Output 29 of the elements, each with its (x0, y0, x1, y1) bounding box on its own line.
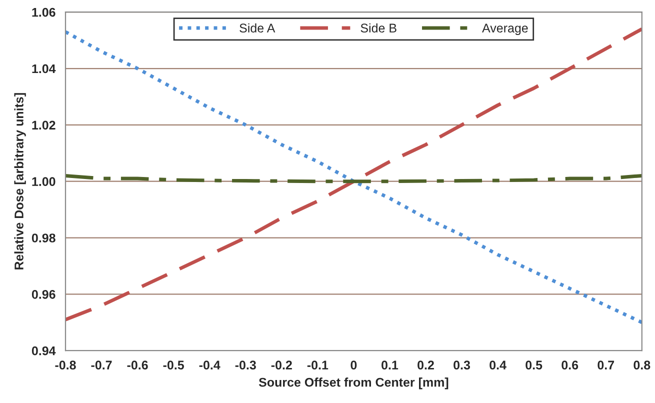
y-axis-title: Relative Dose [arbitrary units] (14, 93, 26, 270)
y-tick-label: 1.00 (32, 177, 56, 186)
x-axis-title: Source Offset from Center [mm] (258, 378, 448, 390)
y-tick-label: 1.06 (32, 8, 56, 17)
y-tick-label: 1.04 (32, 64, 56, 74)
x-tick-label: 0.1 (382, 360, 398, 370)
x-tick-label: -0.5 (163, 360, 184, 370)
x-tick-label: 0.2 (418, 360, 434, 370)
x-tick-label: -0.3 (235, 360, 256, 370)
x-tick-label: -0.1 (307, 360, 328, 370)
y-tick-label: 0.96 (32, 290, 56, 299)
x-tick-label: 0.4 (490, 360, 506, 370)
x-tick-label: 0.8 (634, 360, 650, 370)
x-tick-label: 0.7 (598, 360, 614, 370)
x-tick-label: 0.5 (526, 360, 542, 370)
x-tick-label: -0.2 (271, 360, 292, 370)
legend-label: Side A (240, 23, 276, 33)
x-tick-label: -0.8 (55, 360, 76, 370)
legend-label: Average (482, 24, 528, 35)
y-tick-label: 0.94 (32, 346, 56, 356)
y-tick-label: 0.98 (32, 234, 56, 242)
x-tick-label: -0.6 (127, 360, 148, 370)
x-tick-label: 0.6 (562, 360, 578, 370)
x-tick-label: -0.7 (91, 360, 112, 370)
y-tick-label: 1.02 (32, 120, 56, 130)
legend-label: Side B (360, 23, 396, 33)
x-tick-label: 0.3 (454, 360, 470, 370)
x-tick-label: -0.4 (199, 360, 220, 370)
x-tick-label: 0 (350, 360, 357, 370)
